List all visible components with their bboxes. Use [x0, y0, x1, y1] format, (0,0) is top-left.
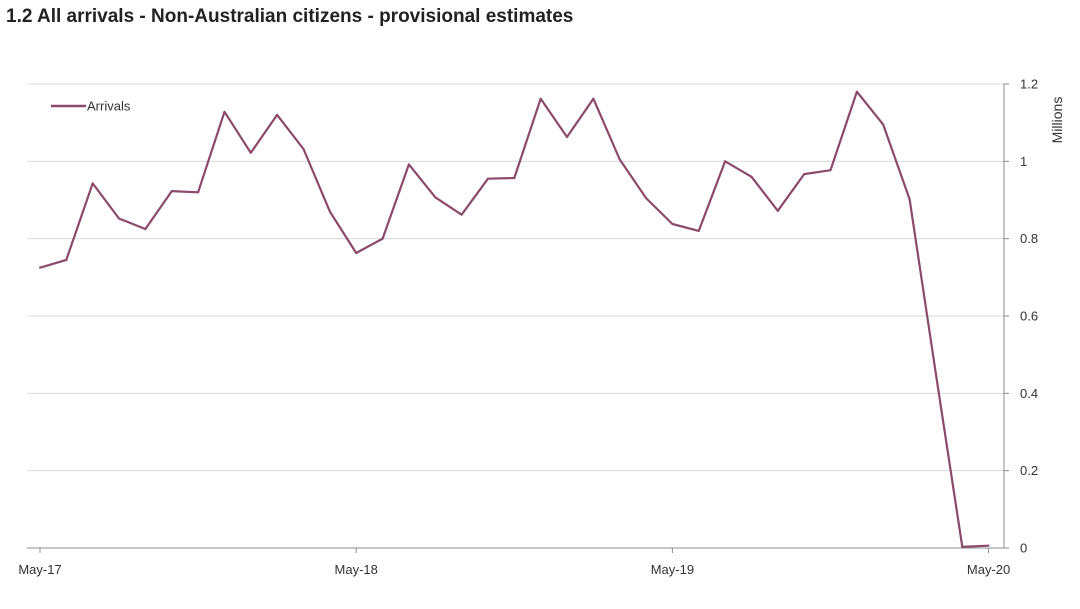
data-point	[223, 110, 226, 113]
data-point	[39, 266, 41, 269]
data-point	[566, 135, 568, 138]
y-tick-label: 0.6	[1020, 309, 1038, 324]
data-point	[855, 90, 858, 93]
data-point	[170, 190, 173, 193]
data-point	[276, 113, 279, 116]
y-axis-unit-label: Millions	[1049, 97, 1065, 144]
data-point	[961, 545, 964, 548]
data-point	[724, 160, 727, 163]
y-tick-label: 1	[1020, 154, 1027, 169]
legend-label-arrivals: Arrivals	[87, 99, 131, 114]
data-point	[197, 191, 200, 194]
y-tick-label: 0.8	[1020, 231, 1038, 246]
x-tick-label: May-18	[335, 562, 378, 577]
data-point	[645, 197, 648, 200]
data-point	[513, 176, 516, 179]
data-point	[144, 228, 147, 230]
chart-title: 1.2 All arrivals - Non-Australian citize…	[6, 6, 574, 27]
data-point	[750, 175, 753, 178]
data-point	[355, 251, 358, 254]
legend: Arrivals	[51, 99, 131, 114]
data-point	[934, 373, 937, 375]
data-point	[302, 147, 305, 150]
data-point	[486, 177, 489, 180]
x-tick-label: May-17	[18, 562, 61, 577]
data-point	[671, 222, 674, 225]
data-point	[908, 198, 911, 201]
data-point	[65, 258, 68, 261]
y-tick-label: 1.2	[1020, 77, 1038, 92]
data-point	[434, 196, 437, 199]
data-point	[460, 213, 463, 216]
data-point	[776, 209, 779, 212]
data-point	[697, 229, 700, 232]
data-point	[249, 151, 252, 154]
data-point	[407, 163, 410, 166]
y-tick-labels: 0 0.2 0.4 0.6 0.8 1 1.2	[1004, 77, 1038, 556]
x-tick-label: May-20	[967, 562, 1010, 577]
x-tick-labels: May-17 May-18 May-19 May-20	[18, 548, 1010, 577]
y-tick-label: 0	[1020, 541, 1027, 556]
data-point	[118, 217, 121, 220]
x-tick-label: May-19	[651, 562, 694, 577]
series-group	[39, 90, 990, 548]
series-line-arrivals	[39, 90, 989, 548]
data-point	[829, 169, 832, 172]
data-point	[803, 173, 806, 176]
data-point	[882, 123, 885, 126]
data-point	[592, 97, 595, 100]
data-point	[618, 158, 621, 161]
grid-lines	[27, 83, 1004, 472]
data-point	[91, 182, 94, 185]
data-point	[987, 544, 990, 547]
data-point	[381, 237, 384, 240]
y-tick-label: 0.2	[1020, 463, 1038, 478]
data-point	[539, 97, 542, 100]
y-tick-label: 0.4	[1020, 386, 1038, 401]
data-point	[328, 210, 331, 213]
